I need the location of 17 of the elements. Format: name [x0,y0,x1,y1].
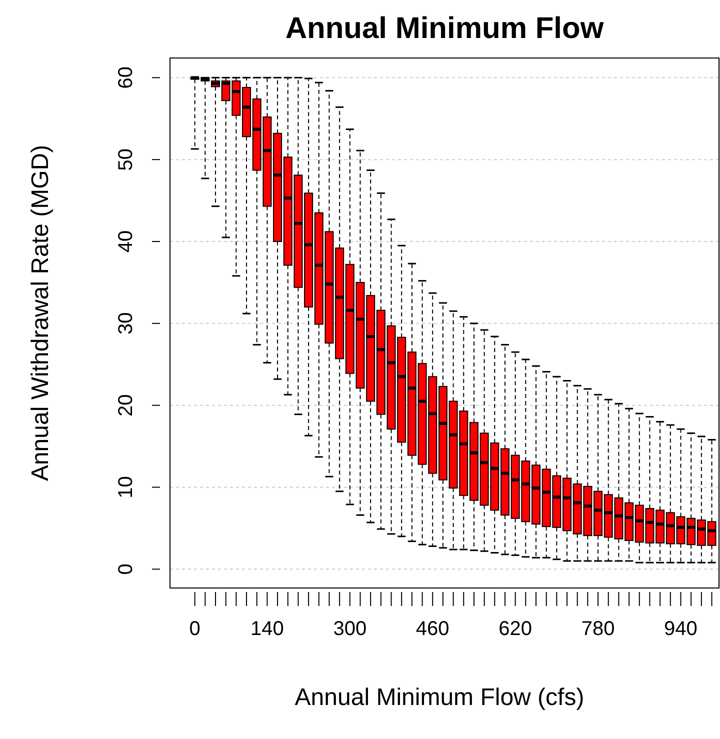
x-tick-label: 940 [664,618,698,640]
y-tick-label: 20 [115,394,137,416]
x-tick-label: 620 [498,618,532,640]
y-tick-label: 0 [115,564,137,575]
y-tick-label: 10 [115,476,137,498]
x-tick-label: 300 [333,618,367,640]
y-tick-label: 40 [115,230,137,253]
y-axis-title: Annual Withdrawal Rate (MGD) [27,144,54,482]
x-tick-label: 0 [189,618,200,640]
y-tick-label: 50 [115,148,137,171]
x-tick-label: 140 [250,618,284,640]
chart-title: Annual Minimum Flow [285,12,604,45]
x-tick-label: 780 [581,618,615,640]
y-tick-label: 60 [115,66,137,89]
y-tick-label: 30 [115,312,137,335]
x-axis-title: Annual Minimum Flow (cfs) [294,684,584,711]
x-tick-label: 460 [416,618,450,640]
